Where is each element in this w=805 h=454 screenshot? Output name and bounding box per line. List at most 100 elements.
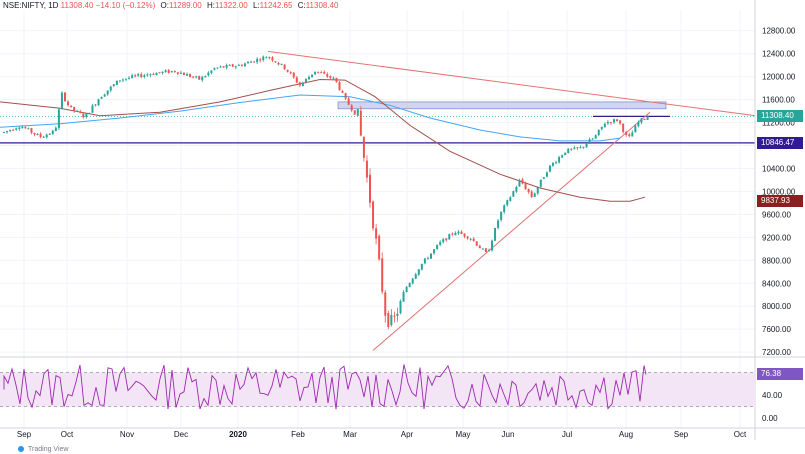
candle-body	[640, 118, 643, 123]
candle-body	[509, 197, 512, 201]
candle-body	[198, 75, 201, 80]
time-tick-label: Dec	[174, 430, 188, 439]
candle-body	[115, 80, 118, 85]
chart-legend-header: NSE:NIFTY, 1D 11308.40 −14.10 (−0.12%) O…	[3, 1, 338, 11]
candle-body	[292, 72, 295, 78]
candle-body	[286, 69, 289, 72]
candle-body	[140, 74, 143, 78]
ascending-trendline	[372, 111, 651, 351]
time-tick-label: Mar	[343, 430, 357, 439]
candle-body	[567, 148, 570, 154]
candle-body	[176, 72, 179, 74]
candle-body	[494, 227, 497, 241]
candle-body	[189, 74, 192, 77]
candle-body	[558, 157, 561, 163]
candle-body	[436, 244, 439, 249]
candle-body	[298, 82, 301, 86]
price-tick-label: 8400.00	[762, 279, 791, 288]
time-tick-label: Apr	[401, 430, 414, 439]
candle-body	[243, 63, 246, 67]
candle-body	[399, 300, 402, 314]
candle-body	[121, 79, 124, 81]
candle-body	[134, 75, 137, 77]
price-tick-label: 12400.00	[762, 50, 796, 59]
candle-body	[414, 274, 417, 279]
candle-body	[643, 119, 646, 121]
candle-body	[433, 249, 436, 254]
price-tick-label: 10000.00	[762, 187, 796, 196]
candle-body	[439, 241, 442, 245]
candle-body	[137, 74, 140, 76]
candle-body	[247, 61, 249, 64]
candle-body	[195, 76, 198, 78]
support-price-tag: 10846.47	[757, 136, 803, 149]
candle-body	[552, 162, 554, 166]
candle-body	[97, 99, 100, 106]
candle-body	[506, 200, 509, 206]
candle-body	[466, 236, 469, 239]
descending-trendline	[267, 50, 756, 117]
candle-body	[570, 148, 573, 150]
candle-body	[594, 135, 597, 139]
candle-body	[381, 258, 384, 292]
high-label: H:	[206, 1, 215, 10]
candle-body	[82, 113, 85, 118]
symbol-label[interactable]: NSE:NIFTY, 1D	[3, 1, 59, 10]
candle-body	[591, 138, 594, 140]
candle-body	[442, 239, 445, 243]
candle-body	[231, 64, 234, 67]
candle-body	[491, 240, 493, 251]
candle-body	[365, 160, 368, 178]
price-tick-label: 12800.00	[762, 27, 796, 36]
candle-body	[57, 109, 60, 129]
candle-body	[521, 179, 524, 184]
time-tick-label: May	[455, 430, 470, 439]
candle-body	[103, 94, 106, 97]
candle-body	[21, 126, 24, 129]
candle-body	[155, 72, 158, 76]
rsi-value-tag: 76.38	[757, 368, 803, 381]
candle-body	[323, 72, 326, 74]
candle-body	[18, 127, 21, 129]
candle-body	[125, 78, 127, 80]
candle-body	[42, 136, 45, 138]
open-value: 11289.00	[168, 1, 202, 10]
candle-body	[536, 187, 539, 194]
candle-body	[408, 282, 411, 288]
last-price-value: 11308.40	[60, 1, 94, 10]
candle-body	[332, 77, 335, 79]
candle-body	[454, 232, 457, 236]
candle-body	[36, 133, 39, 135]
candle-body	[417, 269, 420, 275]
candle-body	[359, 110, 362, 136]
candle-body	[210, 70, 213, 74]
candle-body	[228, 64, 231, 66]
close-value: 11308.40	[305, 1, 339, 10]
candle-body	[48, 133, 51, 135]
candle-body	[335, 77, 338, 82]
candle-body	[39, 133, 42, 138]
candle-body	[341, 91, 344, 93]
candle-body	[12, 129, 15, 131]
candle-body	[616, 119, 619, 121]
chart-grid	[0, 10, 755, 428]
candle-body	[161, 71, 164, 74]
time-tick-label: Feb	[291, 430, 305, 439]
resistance-zone	[337, 101, 667, 110]
candle-body	[420, 263, 423, 270]
candle-body	[344, 93, 347, 99]
candle-body	[548, 165, 551, 172]
rsi-tick-label: 0.00	[762, 414, 778, 423]
candle-body	[603, 123, 606, 128]
price-tick-label: 8800.00	[762, 256, 791, 265]
candle-body	[131, 75, 134, 78]
candle-body	[109, 86, 112, 91]
candle-body	[186, 74, 188, 76]
candle-body	[613, 119, 615, 123]
time-tick-label: Oct	[734, 430, 747, 439]
change-value: −14.10 (−0.12%)	[95, 1, 156, 10]
candle-body	[457, 231, 460, 234]
candle-body	[256, 58, 259, 63]
candle-body	[518, 179, 521, 187]
